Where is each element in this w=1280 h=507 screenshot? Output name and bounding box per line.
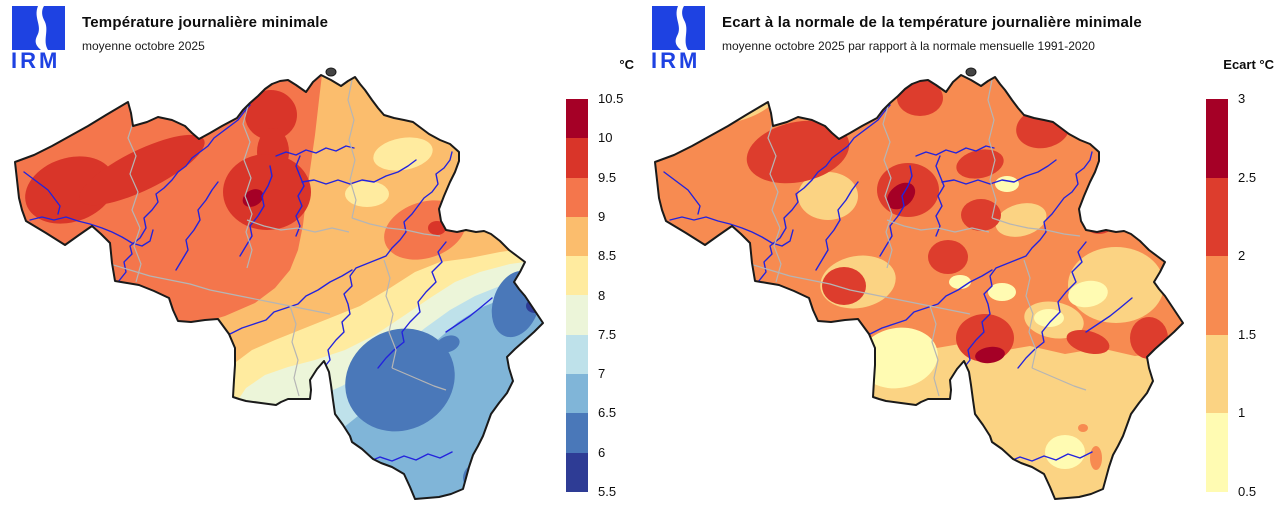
contour-region: [1146, 182, 1166, 198]
contour-region: [1034, 309, 1064, 327]
left-map-subtitle: moyenne octobre 2025: [82, 39, 205, 53]
contour-region: [1130, 317, 1168, 359]
contour-region: [961, 199, 1001, 231]
legend-tick-label: 8.5: [598, 248, 617, 264]
legend-tick-label: 0.5: [1238, 484, 1257, 499]
legend-tick-label: 10.5: [598, 91, 624, 106]
contour-region: [436, 335, 460, 353]
right-map-title: Ecart à la normale de la température jou…: [722, 14, 1142, 31]
irm-logo-text: IRM: [651, 48, 700, 70]
contour-region: [988, 283, 1016, 301]
legend-color-block: [566, 99, 588, 139]
right-panel-header: IRM Ecart à la normale de la température…: [650, 6, 1142, 70]
contour-region: [1045, 435, 1085, 469]
legend-color-block: [566, 452, 588, 492]
contour-region: [1068, 280, 1108, 308]
legend-color-block: [566, 413, 588, 453]
contour-region: [79, 134, 205, 206]
contour-region: [373, 137, 433, 171]
legend-color-block: [1206, 177, 1228, 257]
belgium-maps: [14, 67, 1184, 500]
left-panel-header: IRM Température journalière minimale moy…: [10, 6, 328, 70]
legend-tick-label: 9: [598, 208, 606, 224]
contour-region: [223, 154, 311, 230]
legend-tick-label: 9.5: [598, 169, 617, 185]
contour-region: [822, 267, 866, 305]
legend-color-block: [566, 177, 588, 217]
legend-tick-label: 8: [598, 287, 606, 303]
legend-tick-label: 6.5: [598, 405, 617, 421]
contour-region: [798, 172, 858, 220]
map-left-fills: [15, 75, 543, 499]
legend-tick-label: 7: [598, 366, 606, 382]
map-right: [654, 67, 1184, 500]
legend-color-block: [566, 334, 588, 375]
legend-left-title: °C: [619, 57, 634, 72]
contour-region: [345, 328, 455, 432]
contour-region: [159, 263, 185, 281]
map-right-fills: [655, 75, 1183, 499]
contour-region: [864, 434, 908, 466]
contour-region: [25, 156, 115, 224]
baarle-enclave: [325, 67, 337, 77]
legend-tick-label: 1: [1238, 405, 1246, 421]
contour-region: [1078, 424, 1088, 432]
irm-logo-wave: [675, 6, 688, 50]
legend-tick-label: 6: [598, 444, 606, 460]
contour-band: [752, 342, 1183, 499]
contour-region: [886, 182, 916, 210]
contour-region: [195, 285, 215, 299]
legend-right: Ecart °C 3 2.5 2 1.5 1 0.5: [1198, 55, 1280, 507]
contour-region: [428, 221, 446, 235]
contour-region: [245, 90, 297, 140]
contour-region: [1090, 446, 1102, 470]
legend-color-block: [566, 374, 588, 414]
legend-color-block: [566, 295, 588, 335]
legend-tick-label: 3: [1238, 91, 1246, 106]
legend-left: °C 10.5 10 9.5 9 8.5 8 7.5 7 6.5 6 5.5: [558, 55, 650, 507]
right-map-subtitle: moyenne octobre 2025 par rapport à la no…: [722, 39, 1095, 53]
legend-color-block: [1206, 99, 1228, 178]
contour-region: [897, 80, 943, 116]
legend-tick-label: 2.5: [1238, 169, 1257, 185]
legend-tick-label: 10: [598, 130, 613, 146]
legend-color-block: [566, 216, 588, 257]
irm-logo-wave: [35, 6, 48, 50]
legend-color-block: [566, 138, 588, 178]
legend-color-block: [1206, 334, 1228, 414]
legend-left-colorbar: [566, 99, 588, 492]
contour-region: [949, 275, 971, 289]
irm-logo-text: IRM: [11, 48, 60, 70]
legend-color-block: [1206, 256, 1228, 335]
contour-region: [1066, 329, 1110, 355]
baarle-enclave: [965, 67, 977, 77]
legend-right-colorbar: [1206, 99, 1228, 492]
contour-region: [858, 327, 938, 389]
irm-logo: IRM: [651, 6, 705, 70]
legend-color-block: [1206, 413, 1228, 492]
legend-tick-label: 2: [1238, 248, 1246, 264]
contour-region: [995, 176, 1019, 192]
map-left: [14, 67, 544, 500]
legend-tick-label: 5.5: [598, 484, 617, 499]
legend-tick-label: 1.5: [1238, 326, 1257, 342]
contour-region: [975, 346, 1005, 364]
legend-tick-label: 7.5: [598, 326, 617, 342]
legend-right-title: Ecart °C: [1223, 57, 1274, 72]
left-map-title: Température journalière minimale: [82, 14, 329, 31]
contour-region: [928, 240, 968, 274]
irm-logo: IRM: [11, 6, 65, 70]
legend-color-block: [566, 256, 588, 296]
